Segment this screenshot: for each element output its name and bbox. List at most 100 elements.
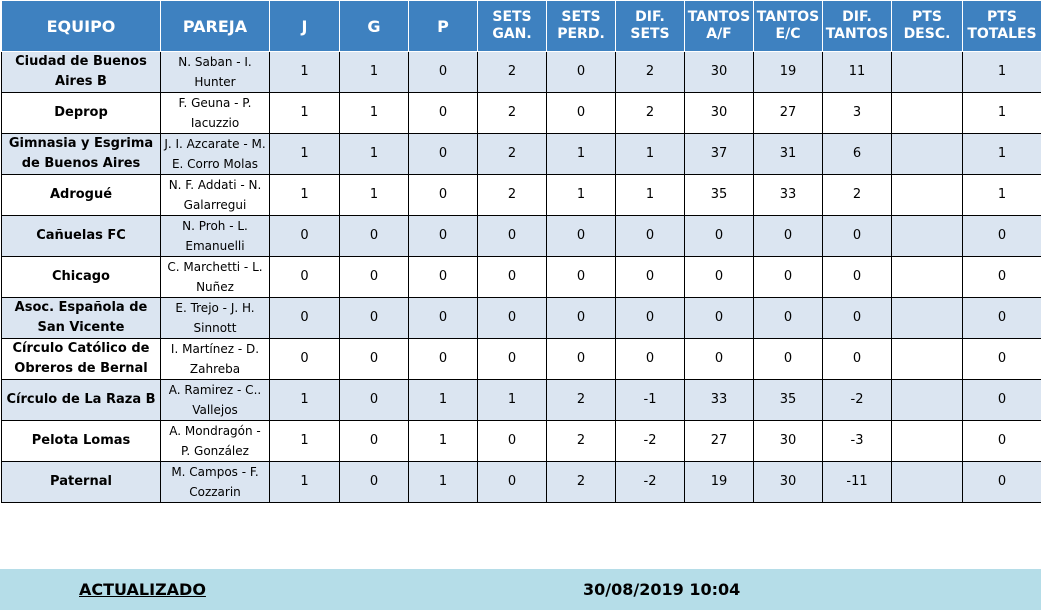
pair-cell: F. Geuna - P. Iacuzzio bbox=[160, 92, 270, 134]
played-cell: 1 bbox=[269, 92, 340, 134]
sets-won-cell: 0 bbox=[477, 338, 547, 380]
points-deducted-cell bbox=[891, 92, 963, 134]
won-cell: 1 bbox=[339, 174, 409, 216]
table-row: Asoc. Española de San Vicente E. Trejo - … bbox=[1, 297, 1041, 339]
sets-won-cell: 0 bbox=[477, 461, 547, 503]
sets-diff-cell: 0 bbox=[615, 338, 685, 380]
total-points-cell: 1 bbox=[962, 174, 1041, 216]
sets-diff-cell: 0 bbox=[615, 256, 685, 298]
sets-lost-cell: 2 bbox=[546, 420, 616, 462]
lost-cell: 0 bbox=[408, 215, 478, 257]
lost-cell: 0 bbox=[408, 174, 478, 216]
points-diff-cell: -3 bbox=[822, 420, 892, 462]
pair-cell: A. Ramirez - C.. Vallejos bbox=[160, 379, 270, 421]
points-against-cell: 31 bbox=[753, 133, 823, 175]
sets-lost-cell: 0 bbox=[546, 256, 616, 298]
total-points-cell: 0 bbox=[962, 420, 1041, 462]
won-cell: 1 bbox=[339, 133, 409, 175]
table-row: Deprop F. Geuna - P. Iacuzzio 1 1 0 2 0 2 30 27 3 1 bbox=[1, 92, 1041, 134]
column-header-tantos-ec: TANTOS E/C bbox=[753, 0, 823, 52]
standings-table: EQUIPO PAREJA J G P SETS GAN. SETS PERD.… bbox=[1, 0, 1041, 503]
won-cell: 1 bbox=[339, 51, 409, 93]
column-header-sets-perd: SETS PERD. bbox=[546, 0, 616, 52]
sets-diff-cell: -2 bbox=[615, 461, 685, 503]
points-deducted-cell bbox=[891, 461, 963, 503]
points-against-cell: 0 bbox=[753, 215, 823, 257]
points-diff-cell: 0 bbox=[822, 338, 892, 380]
points-against-cell: 33 bbox=[753, 174, 823, 216]
points-for-cell: 30 bbox=[684, 92, 754, 134]
points-against-cell: 30 bbox=[753, 420, 823, 462]
points-diff-cell: 6 bbox=[822, 133, 892, 175]
points-diff-cell: -2 bbox=[822, 379, 892, 421]
team-cell: Adrogué bbox=[1, 174, 161, 216]
played-cell: 0 bbox=[269, 338, 340, 380]
sets-lost-cell: 1 bbox=[546, 174, 616, 216]
sets-lost-cell: 1 bbox=[546, 133, 616, 175]
won-cell: 0 bbox=[339, 256, 409, 298]
updated-timestamp: 30/08/2019 10:04 bbox=[583, 580, 741, 599]
points-against-cell: 30 bbox=[753, 461, 823, 503]
pair-cell: C. Marchetti - L. Nuñez bbox=[160, 256, 270, 298]
team-cell: Gimnasia y Esgrima de Buenos Aires bbox=[1, 133, 161, 175]
table-row: Ciudad de Buenos Aires B N. Saban - I. Hu… bbox=[1, 51, 1041, 93]
lost-cell: 0 bbox=[408, 133, 478, 175]
team-cell: Deprop bbox=[1, 92, 161, 134]
played-cell: 1 bbox=[269, 461, 340, 503]
won-cell: 1 bbox=[339, 92, 409, 134]
column-header-p: P bbox=[408, 0, 478, 52]
total-points-cell: 1 bbox=[962, 92, 1041, 134]
table-row: Círculo Católico de Obreros de Bernal I. … bbox=[1, 338, 1041, 380]
points-for-cell: 0 bbox=[684, 215, 754, 257]
team-cell: Pelota Lomas bbox=[1, 420, 161, 462]
points-against-cell: 35 bbox=[753, 379, 823, 421]
sets-lost-cell: 2 bbox=[546, 379, 616, 421]
won-cell: 0 bbox=[339, 297, 409, 339]
points-deducted-cell bbox=[891, 420, 963, 462]
total-points-cell: 0 bbox=[962, 215, 1041, 257]
sets-won-cell: 2 bbox=[477, 92, 547, 134]
sets-diff-cell: 2 bbox=[615, 51, 685, 93]
sets-diff-cell: 2 bbox=[615, 92, 685, 134]
won-cell: 0 bbox=[339, 420, 409, 462]
column-header-tantos-af: TANTOS A/F bbox=[684, 0, 754, 52]
points-against-cell: 0 bbox=[753, 256, 823, 298]
points-diff-cell: 2 bbox=[822, 174, 892, 216]
lost-cell: 1 bbox=[408, 379, 478, 421]
played-cell: 1 bbox=[269, 379, 340, 421]
points-for-cell: 19 bbox=[684, 461, 754, 503]
pair-cell: I. Martínez - D. Zahreba bbox=[160, 338, 270, 380]
points-against-cell: 0 bbox=[753, 297, 823, 339]
pair-cell: E. Trejo - J. H. Sinnott bbox=[160, 297, 270, 339]
column-header-equipo: EQUIPO bbox=[1, 0, 161, 52]
points-deducted-cell bbox=[891, 256, 963, 298]
points-for-cell: 33 bbox=[684, 379, 754, 421]
pair-cell: J. I. Azcarate - M. E. Corro Molas bbox=[160, 133, 270, 175]
sets-won-cell: 1 bbox=[477, 379, 547, 421]
lost-cell: 1 bbox=[408, 461, 478, 503]
total-points-cell: 1 bbox=[962, 133, 1041, 175]
total-points-cell: 1 bbox=[962, 51, 1041, 93]
table-row: Gimnasia y Esgrima de Buenos Aires J. I. … bbox=[1, 133, 1041, 175]
points-for-cell: 0 bbox=[684, 256, 754, 298]
points-diff-cell: -11 bbox=[822, 461, 892, 503]
team-cell: Círculo de La Raza B bbox=[1, 379, 161, 421]
points-diff-cell: 3 bbox=[822, 92, 892, 134]
points-deducted-cell bbox=[891, 297, 963, 339]
points-for-cell: 35 bbox=[684, 174, 754, 216]
points-for-cell: 0 bbox=[684, 297, 754, 339]
points-diff-cell: 0 bbox=[822, 215, 892, 257]
sets-diff-cell: -2 bbox=[615, 420, 685, 462]
sets-diff-cell: 1 bbox=[615, 133, 685, 175]
lost-cell: 1 bbox=[408, 420, 478, 462]
sets-won-cell: 2 bbox=[477, 174, 547, 216]
points-deducted-cell bbox=[891, 379, 963, 421]
points-for-cell: 0 bbox=[684, 338, 754, 380]
pair-cell: N. Proh - L. Emanuelli bbox=[160, 215, 270, 257]
points-deducted-cell bbox=[891, 338, 963, 380]
total-points-cell: 0 bbox=[962, 256, 1041, 298]
total-points-cell: 0 bbox=[962, 461, 1041, 503]
table-row: Círculo de La Raza B A. Ramirez - C.. Val… bbox=[1, 379, 1041, 421]
sets-lost-cell: 2 bbox=[546, 461, 616, 503]
sets-won-cell: 2 bbox=[477, 51, 547, 93]
